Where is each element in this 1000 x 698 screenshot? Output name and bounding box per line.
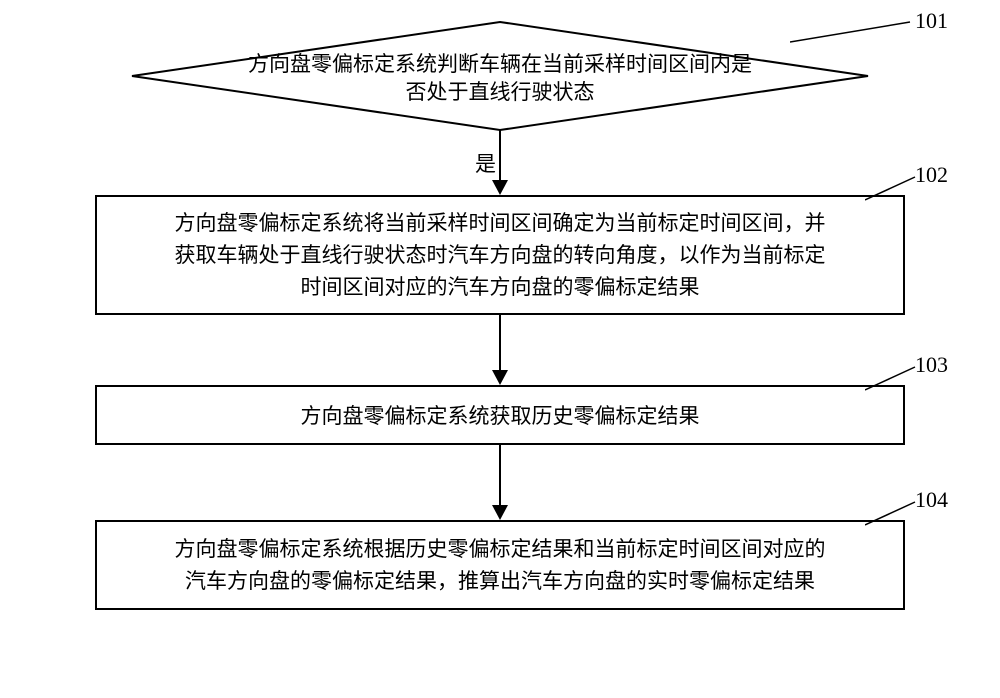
process-node-104: 方向盘零偏标定系统根据历史零偏标定结果和当前标定时间区间对应的 汽车方向盘的零偏… [95,520,905,610]
rect103-line1: 方向盘零偏标定系统获取历史零偏标定结果 [301,400,700,430]
arrow-2-3 [488,315,512,390]
callout-104: 104 [915,487,948,513]
callout-101: 101 [915,8,948,34]
rect104-line1: 方向盘零偏标定系统根据历史零偏标定结果和当前标定时间区间对应的 [175,533,826,565]
rect102-line3: 时间区间对应的汽车方向盘的零偏标定结果 [175,271,826,303]
decision-text: 方向盘零偏标定系统判断车辆在当前采样时间区间内是 否处于直线行驶状态 [248,50,752,106]
arrow-3-4 [488,445,512,525]
callout-102: 102 [915,162,948,188]
callout-103: 103 [915,352,948,378]
process-node-103: 方向盘零偏标定系统获取历史零偏标定结果 [95,385,905,445]
decision-line1: 方向盘零偏标定系统判断车辆在当前采样时间区间内是 [248,50,752,78]
rect102-line2: 获取车辆处于直线行驶状态时汽车方向盘的转向角度，以作为当前标定 [175,239,826,271]
flowchart-container: 方向盘零偏标定系统判断车辆在当前采样时间区间内是 否处于直线行驶状态 101 是… [20,20,980,678]
edge-label-yes: 是 [475,148,496,178]
process-node-102: 方向盘零偏标定系统将当前采样时间区间确定为当前标定时间区间，并 获取车辆处于直线… [95,195,905,315]
rect104-line2: 汽车方向盘的零偏标定结果，推算出汽车方向盘的实时零偏标定结果 [175,565,826,597]
rect102-line1: 方向盘零偏标定系统将当前采样时间区间确定为当前标定时间区间，并 [175,207,826,239]
decision-line2: 否处于直线行驶状态 [248,78,752,106]
